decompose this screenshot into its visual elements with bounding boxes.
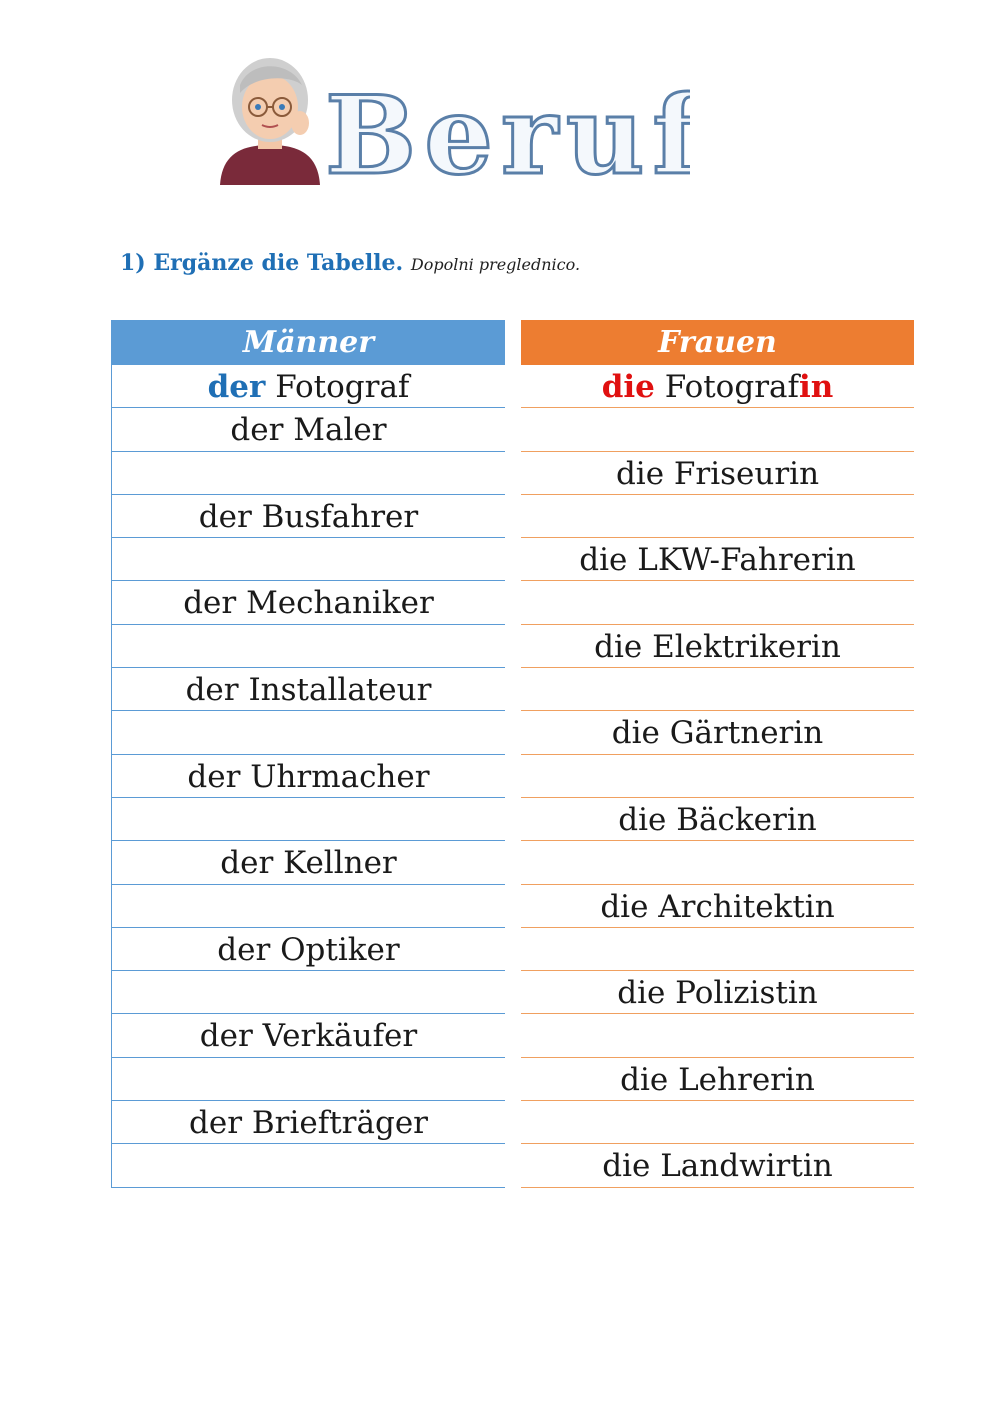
women-row[interactable] [521, 841, 914, 885]
women-row[interactable] [521, 1101, 914, 1145]
title-berufe: Berufe [324, 72, 691, 196]
women-row[interactable] [521, 581, 914, 625]
men-rows: der Maler der Busfahrer der Mechaniker der … [112, 408, 505, 1188]
men-row[interactable] [112, 1144, 505, 1188]
women-row: die Polizistin [521, 971, 914, 1015]
women-example-noun: Fotografin [665, 369, 834, 405]
title-text: Berufe [325, 73, 690, 195]
men-row: der Installateur [112, 668, 505, 712]
men-row[interactable] [112, 1058, 505, 1102]
women-row: die Elektrikerin [521, 625, 914, 669]
women-row: die Gärtnerin [521, 711, 914, 755]
women-row[interactable] [521, 495, 914, 539]
women-row[interactable] [521, 928, 914, 972]
men-row: der Maler [112, 408, 505, 452]
women-header: Frauen [521, 320, 914, 365]
task-translation: Dopolni preglednico. [410, 255, 581, 274]
men-example-row: der Fotograf [112, 365, 505, 409]
women-row[interactable] [521, 755, 914, 798]
women-example-stem: Fotograf [664, 369, 799, 405]
men-example-article: der [207, 369, 266, 405]
women-row: die Landwirtin [521, 1144, 914, 1188]
men-row[interactable] [112, 885, 505, 928]
men-row[interactable] [112, 971, 505, 1015]
men-row[interactable] [112, 452, 505, 495]
men-row: der Verkäufer [112, 1014, 505, 1058]
men-example-noun: Fotograf [275, 369, 410, 405]
task-instruction: 1) Ergänze die Tabelle. Dopolni pregledn… [120, 250, 580, 276]
men-row: der Mechaniker [112, 581, 505, 625]
task-label: 1) Ergänze die Tabelle. [120, 250, 404, 276]
women-row[interactable] [521, 668, 914, 712]
men-header: Männer [112, 320, 505, 365]
women-example-suffix: in [798, 369, 834, 405]
men-row: der Optiker [112, 928, 505, 972]
women-row: die Friseurin [521, 452, 914, 495]
men-row[interactable] [112, 538, 505, 582]
men-row[interactable] [112, 711, 505, 755]
women-row: die Bäckerin [521, 798, 914, 842]
men-row[interactable] [112, 625, 505, 669]
men-row: der Busfahrer [112, 495, 505, 539]
women-rows: die Friseurin die LKW-Fahrerin die Elektri… [521, 408, 914, 1188]
women-row: die LKW-Fahrerin [521, 538, 914, 582]
women-example-row: die Fotografin [521, 365, 914, 409]
women-row[interactable] [521, 408, 914, 452]
header: Berufe [210, 45, 690, 195]
men-row[interactable] [112, 798, 505, 842]
men-row: der Briefträger [112, 1101, 505, 1145]
women-row: die Lehrerin [521, 1058, 914, 1102]
men-row: der Uhrmacher [112, 755, 505, 798]
women-example-article: die [601, 369, 655, 405]
women-column: Frauen die Fotografin die Friseurin die L… [521, 320, 914, 1188]
women-row[interactable] [521, 1014, 914, 1058]
teacher-avatar-icon [220, 58, 320, 185]
men-column: Männer der Fotograf der Maler der Busfahr… [111, 320, 505, 1188]
women-row: die Architektin [521, 885, 914, 928]
men-row: der Kellner [112, 841, 505, 885]
